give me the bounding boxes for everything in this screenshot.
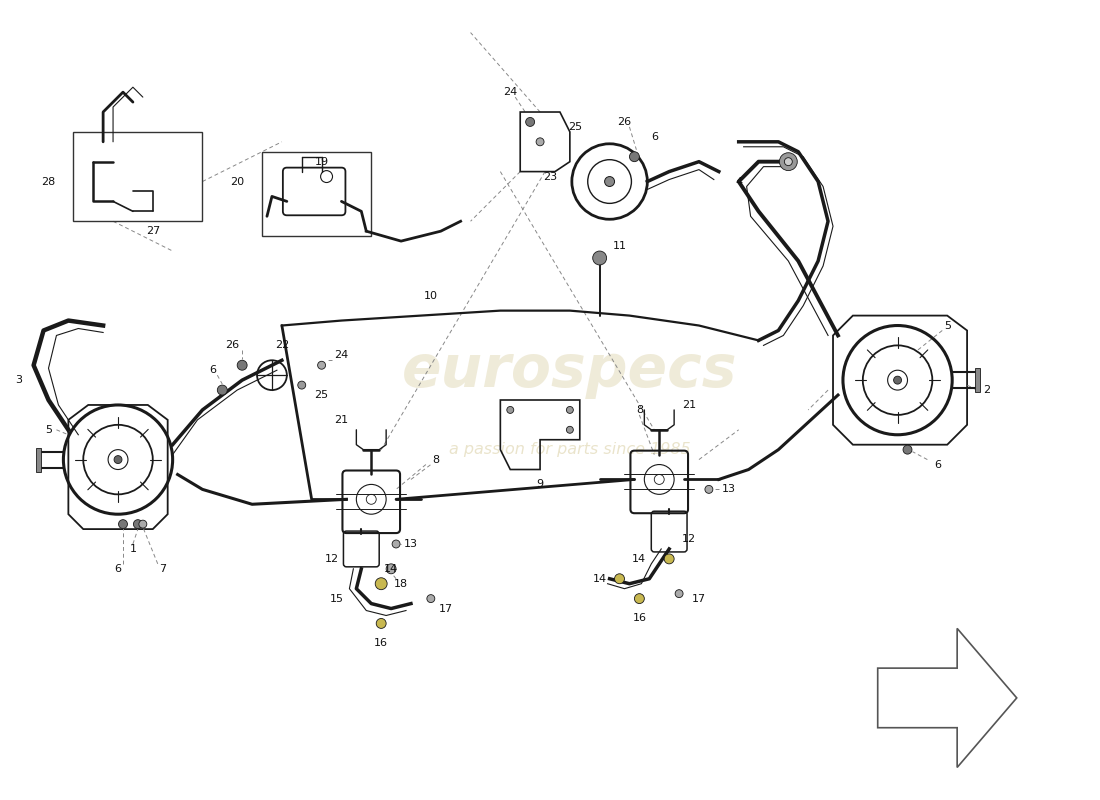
Text: 19: 19 (315, 157, 329, 166)
Bar (35, 448, 41, 471)
Circle shape (675, 590, 683, 598)
Circle shape (375, 578, 387, 590)
Text: a passion for parts since 1985: a passion for parts since 1985 (449, 442, 691, 457)
Circle shape (629, 152, 639, 162)
Text: 26: 26 (617, 117, 631, 127)
Text: 6: 6 (934, 459, 940, 470)
Text: 2: 2 (983, 385, 990, 395)
Text: 11: 11 (613, 241, 627, 251)
Bar (74, 132, 202, 222)
Text: 25: 25 (315, 390, 329, 400)
Text: 24: 24 (503, 87, 517, 97)
Circle shape (218, 385, 228, 395)
Circle shape (392, 540, 400, 548)
Circle shape (664, 554, 674, 564)
Circle shape (605, 177, 615, 186)
Circle shape (566, 406, 573, 414)
Circle shape (893, 376, 902, 384)
Text: 16: 16 (632, 614, 647, 623)
Circle shape (386, 564, 396, 574)
Text: 24: 24 (334, 350, 349, 360)
Text: 9: 9 (537, 479, 543, 490)
Circle shape (903, 445, 912, 454)
Circle shape (133, 520, 142, 529)
Text: 14: 14 (384, 564, 398, 574)
Text: eurospecs: eurospecs (403, 342, 738, 398)
Text: 7: 7 (160, 564, 166, 574)
Circle shape (119, 520, 128, 529)
Text: 26: 26 (226, 340, 240, 350)
Circle shape (566, 426, 573, 434)
Text: 5: 5 (944, 321, 950, 330)
Text: 27: 27 (145, 226, 160, 236)
Circle shape (139, 520, 146, 528)
Text: 8: 8 (636, 405, 642, 415)
Circle shape (536, 138, 544, 146)
Circle shape (635, 594, 645, 603)
Circle shape (507, 406, 514, 414)
Text: 18: 18 (394, 578, 408, 589)
Text: 8: 8 (432, 454, 439, 465)
Text: 28: 28 (42, 177, 56, 186)
Circle shape (318, 362, 326, 370)
Circle shape (238, 360, 248, 370)
Bar (262, 152, 372, 236)
Text: 23: 23 (543, 171, 557, 182)
Circle shape (114, 456, 122, 463)
Circle shape (615, 574, 625, 584)
Text: 17: 17 (692, 594, 706, 604)
Text: 14: 14 (593, 574, 607, 584)
Text: 1: 1 (130, 544, 136, 554)
Text: 17: 17 (439, 603, 453, 614)
Circle shape (526, 118, 535, 126)
Text: 6: 6 (209, 366, 216, 375)
Circle shape (784, 158, 792, 166)
Text: 25: 25 (568, 122, 582, 132)
Text: 5: 5 (45, 425, 52, 434)
Text: 21: 21 (682, 400, 696, 410)
Circle shape (780, 153, 798, 170)
Circle shape (593, 251, 606, 265)
Bar (975, 368, 980, 392)
Circle shape (427, 594, 434, 602)
Circle shape (298, 381, 306, 389)
Text: 14: 14 (632, 554, 647, 564)
Text: 12: 12 (682, 534, 696, 544)
Text: 16: 16 (374, 638, 388, 648)
Text: 22: 22 (275, 340, 289, 350)
Text: 10: 10 (424, 290, 438, 301)
Text: 3: 3 (15, 375, 22, 385)
Text: 20: 20 (230, 177, 244, 186)
Text: 12: 12 (324, 554, 339, 564)
Text: 6: 6 (114, 564, 121, 574)
Text: 15: 15 (330, 594, 343, 604)
Text: 21: 21 (334, 415, 349, 425)
Text: 4: 4 (735, 177, 743, 186)
Text: 13: 13 (722, 484, 736, 494)
Circle shape (705, 486, 713, 494)
Text: 13: 13 (404, 539, 418, 549)
Text: 6: 6 (651, 132, 658, 142)
Circle shape (376, 618, 386, 629)
